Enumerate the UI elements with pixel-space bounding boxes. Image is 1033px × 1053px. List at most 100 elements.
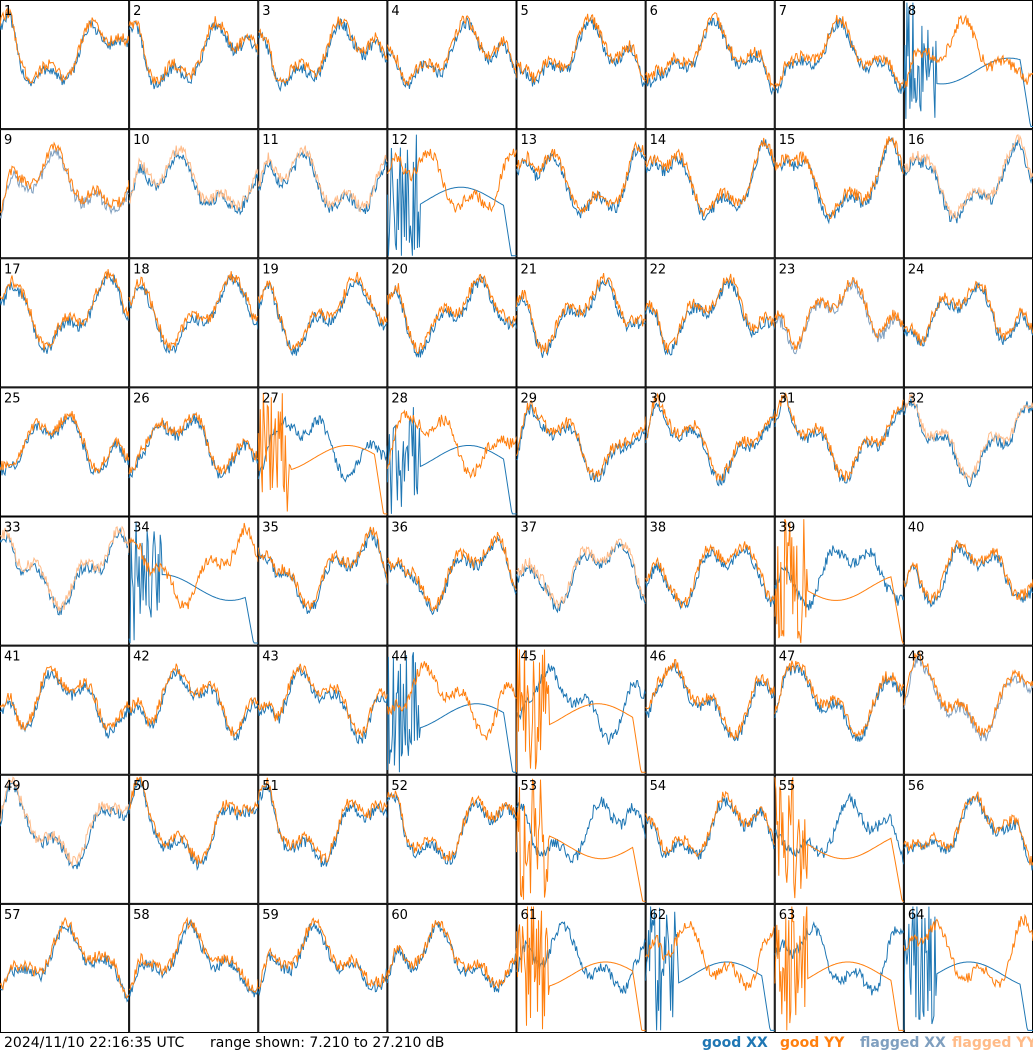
series-yy-line bbox=[516, 906, 646, 1031]
panel-29: 29 bbox=[516, 387, 647, 517]
series-xx-line bbox=[774, 792, 905, 865]
panel-frame bbox=[516, 258, 646, 388]
series-yy-line bbox=[516, 648, 646, 773]
series-xx-line bbox=[516, 663, 647, 745]
series-yy-line bbox=[774, 276, 904, 351]
panel-label: 11 bbox=[262, 133, 279, 148]
panel-43: 43 bbox=[257, 645, 388, 775]
panel-label: 42 bbox=[133, 650, 150, 665]
panel-label: 63 bbox=[779, 908, 796, 923]
panel-label: 19 bbox=[262, 262, 279, 277]
panel-frame bbox=[645, 258, 775, 388]
series-xx-line bbox=[645, 906, 775, 1031]
series-yy-line bbox=[128, 663, 259, 737]
series-xx-line bbox=[128, 918, 259, 998]
series-yy-line bbox=[128, 271, 259, 351]
series-xx-line bbox=[645, 545, 776, 611]
panel-42: 42 bbox=[128, 645, 259, 775]
legend-good-yy: good YY bbox=[780, 1035, 845, 1051]
panel-label: 40 bbox=[908, 521, 925, 536]
panel-frame bbox=[129, 516, 259, 646]
panel-frame bbox=[387, 129, 517, 259]
series-xx-line bbox=[387, 275, 517, 358]
panel-frame bbox=[774, 387, 904, 517]
series-xx-line bbox=[774, 545, 905, 611]
panel-frame bbox=[387, 258, 517, 388]
series-xx-line bbox=[128, 274, 259, 355]
panel-24: 24 bbox=[903, 258, 1033, 388]
series-xx-line bbox=[903, 654, 1033, 742]
panel-64: 64 bbox=[903, 903, 1033, 1033]
panel-frame bbox=[387, 387, 517, 517]
series-yy-line bbox=[516, 273, 646, 355]
panel-label: 20 bbox=[391, 262, 408, 277]
series-yy-line bbox=[257, 392, 388, 515]
panel-frame bbox=[774, 774, 904, 904]
panel-label: 58 bbox=[133, 908, 150, 923]
panel-frame bbox=[0, 903, 130, 1033]
series-xx-line bbox=[128, 521, 259, 644]
series-yy-line bbox=[386, 148, 517, 213]
series-yy-line bbox=[645, 921, 776, 991]
panel-label: 14 bbox=[650, 133, 667, 148]
panel-label: 41 bbox=[4, 650, 21, 665]
panel-label: 48 bbox=[908, 650, 925, 665]
series-yy-line bbox=[903, 649, 1033, 737]
panel-label: 35 bbox=[262, 521, 279, 536]
series-xx-line bbox=[257, 784, 388, 868]
panel-37: 37 bbox=[516, 516, 647, 646]
series-yy-line bbox=[128, 411, 259, 475]
panel-7: 7 bbox=[774, 0, 905, 130]
panel-frame bbox=[0, 516, 130, 646]
panel-frame bbox=[0, 258, 130, 388]
series-yy-line bbox=[0, 525, 130, 613]
series-xx-line bbox=[516, 17, 647, 87]
panel-frame bbox=[903, 387, 1033, 517]
panel-label: 25 bbox=[4, 391, 21, 406]
series-yy-line bbox=[645, 541, 776, 608]
panel-31: 31 bbox=[774, 387, 905, 517]
panel-label: 2 bbox=[133, 4, 141, 19]
panel-label: 8 bbox=[908, 4, 916, 19]
panel-19: 19 bbox=[257, 258, 388, 388]
panel-frame bbox=[129, 129, 259, 259]
series-xx-line bbox=[0, 413, 130, 477]
panel-18: 18 bbox=[128, 258, 259, 388]
panel-frame bbox=[0, 0, 130, 130]
panel-label: 10 bbox=[133, 133, 150, 148]
series-xx-line bbox=[903, 281, 1033, 347]
panel-21: 21 bbox=[516, 258, 647, 388]
panel-63: 63 bbox=[774, 903, 905, 1033]
series-yy-line bbox=[645, 659, 776, 740]
series-xx-line bbox=[516, 277, 647, 358]
panel-label: 64 bbox=[908, 908, 925, 923]
series-yy-line bbox=[645, 790, 776, 857]
series-yy-line bbox=[645, 137, 776, 217]
series-yy-line bbox=[516, 400, 647, 480]
panel-frame bbox=[258, 774, 388, 904]
panel-label: 22 bbox=[650, 262, 667, 277]
series-xx-line bbox=[774, 17, 905, 94]
panel-label: 24 bbox=[908, 262, 925, 277]
panel-label: 12 bbox=[391, 133, 408, 148]
panel-53: 53 bbox=[516, 774, 647, 904]
series-yy-line bbox=[128, 522, 259, 610]
panel-41: 41 bbox=[0, 645, 130, 775]
series-yy-line bbox=[516, 778, 646, 902]
series-yy-line bbox=[128, 916, 259, 993]
series-yy-line bbox=[516, 141, 647, 215]
panel-15: 15 bbox=[774, 129, 905, 259]
legend-good-xx: good XX bbox=[702, 1035, 768, 1051]
panel-frame bbox=[129, 903, 259, 1033]
panel-label: 33 bbox=[4, 521, 21, 536]
series-xx-line bbox=[0, 11, 130, 87]
series-yy-line bbox=[774, 14, 905, 90]
panel-label: 56 bbox=[908, 779, 925, 794]
panel-54: 54 bbox=[645, 774, 776, 904]
panel-49: 49 bbox=[0, 774, 130, 904]
panel-label: 50 bbox=[133, 779, 150, 794]
panel-59: 59 bbox=[257, 903, 388, 1033]
series-xx-line bbox=[0, 780, 130, 870]
panel-label: 6 bbox=[650, 4, 658, 19]
